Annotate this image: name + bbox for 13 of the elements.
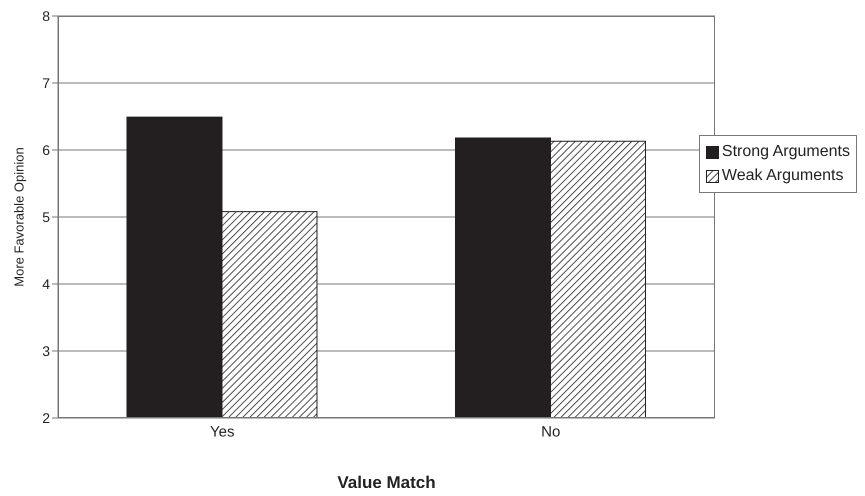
- y-axis-title: More Favorable Opinion: [11, 147, 26, 287]
- y-tick-label: 4: [42, 276, 50, 292]
- x-tick-label: No: [541, 424, 560, 441]
- legend-label: Weak Arguments: [722, 166, 844, 186]
- legend-label: Strong Arguments: [722, 142, 850, 162]
- y-tick-label: 6: [42, 142, 50, 158]
- x-axis-title: Value Match: [337, 473, 436, 492]
- y-tick-label: 7: [42, 74, 50, 91]
- x-tick-label: Yes: [210, 424, 234, 441]
- y-tick-label: 3: [42, 342, 50, 359]
- y-tick-label: 2: [42, 410, 50, 426]
- y-tick-label: 5: [42, 208, 50, 225]
- y-tick-label: 8: [42, 8, 50, 24]
